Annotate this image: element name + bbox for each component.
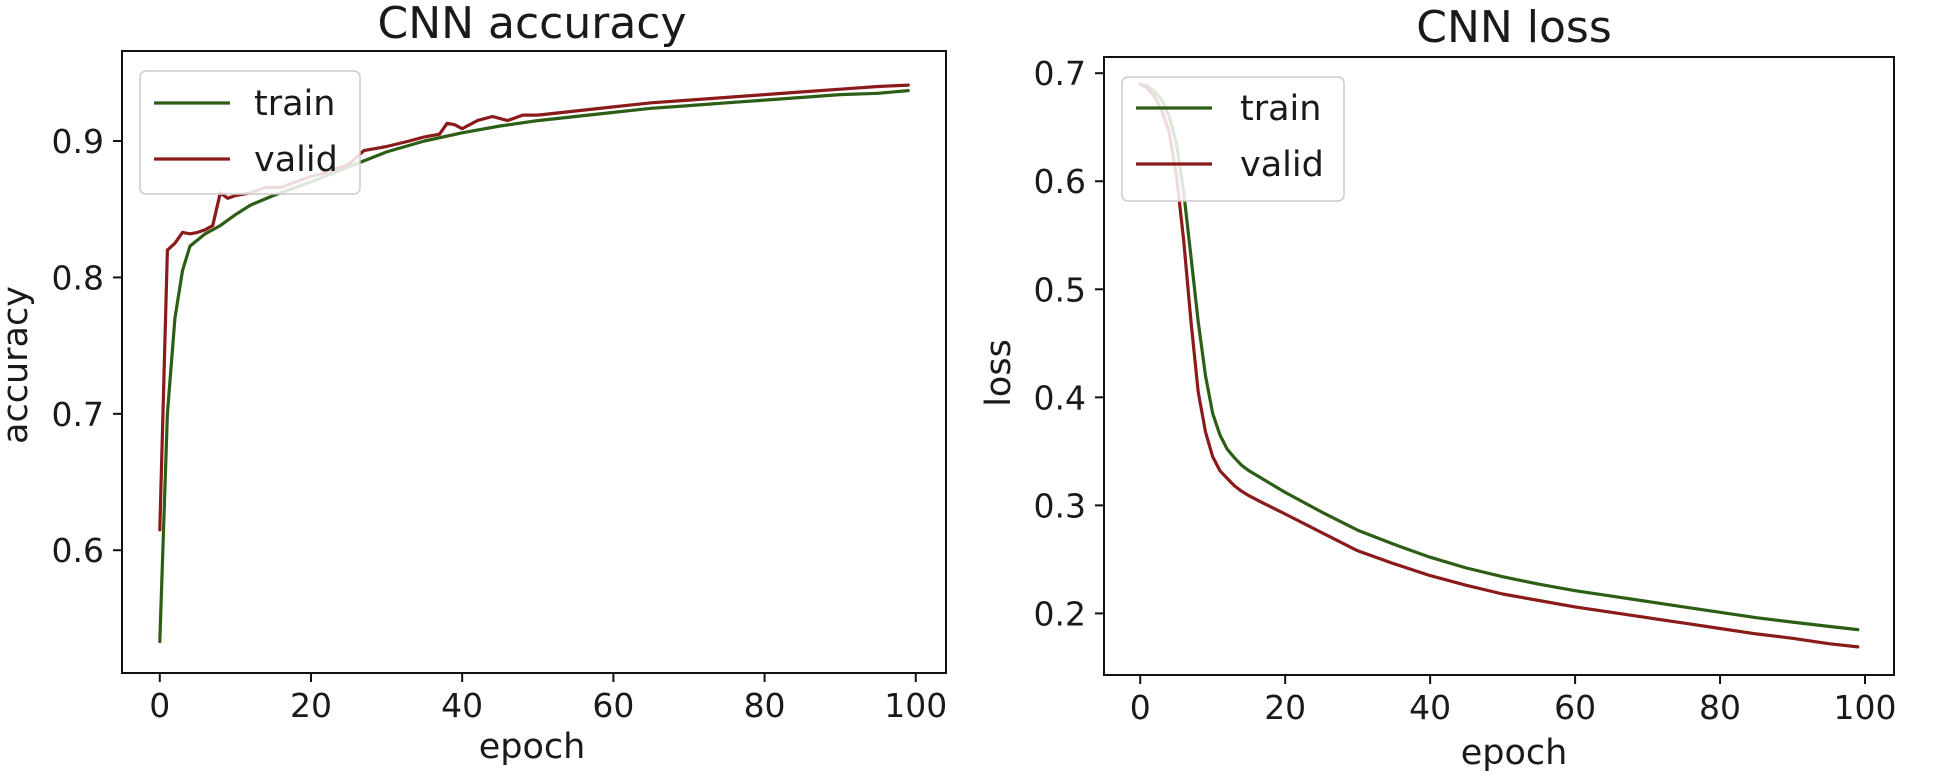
- y-tick-label: 0.6: [52, 531, 104, 570]
- legend-label-valid: valid: [1240, 145, 1324, 185]
- x-tick-label: 20: [290, 686, 332, 725]
- legend: train valid: [1121, 76, 1345, 202]
- accuracy-chart: CNN accuracy epoch accuracy 0 20 40 60 80 100…: [0, 0, 947, 767]
- chart-title: CNN loss: [1416, 2, 1612, 53]
- x-tick-label: 100: [1834, 688, 1897, 727]
- x-tick-label: 60: [1554, 688, 1596, 727]
- x-tick-label: 20: [1264, 688, 1306, 727]
- x-axis-label: epoch: [1461, 733, 1568, 773]
- legend-label-train: train: [1240, 89, 1321, 129]
- x-ticks: 0 20 40 60 80 100: [149, 673, 947, 725]
- x-tick-label: 0: [1130, 688, 1151, 727]
- y-ticks: 0.6 0.7 0.8 0.9: [52, 122, 122, 570]
- legend-label-train: train: [254, 84, 335, 124]
- x-tick-label: 40: [1409, 688, 1451, 727]
- plot-frame: [1103, 56, 1895, 676]
- y-tick-label: 0.4: [1034, 378, 1086, 417]
- legend: train valid: [139, 70, 361, 195]
- y-ticks: 0.2 0.3 0.4 0.5 0.6 0.7: [1034, 54, 1104, 633]
- x-axis-label: epoch: [479, 727, 586, 767]
- series-line-valid: [158, 83, 910, 532]
- x-tick-label: 100: [884, 686, 947, 725]
- series-line-valid: [1138, 82, 1860, 649]
- chart-title: CNN accuracy: [377, 0, 686, 49]
- x-tick-label: 0: [149, 686, 170, 725]
- y-tick-label: 0.5: [1034, 270, 1086, 309]
- series-line-train: [158, 88, 910, 644]
- series-lines: [158, 83, 910, 644]
- legend-label-valid: valid: [254, 140, 338, 180]
- y-tick-label: 0.9: [52, 122, 104, 161]
- x-tick-label: 60: [592, 686, 634, 725]
- x-tick-label: 40: [441, 686, 483, 725]
- y-tick-label: 0.7: [1034, 54, 1086, 93]
- y-tick-label: 0.3: [1034, 486, 1086, 525]
- x-tick-label: 80: [744, 686, 786, 725]
- x-ticks: 0 20 40 60 80 100: [1130, 675, 1897, 727]
- y-tick-label: 0.2: [1034, 594, 1086, 633]
- y-tick-label: 0.8: [52, 258, 104, 297]
- y-axis-label: accuracy: [0, 286, 36, 444]
- y-tick-label: 0.7: [52, 395, 104, 434]
- loss-chart: CNN loss epoch loss 0 20 40 60 80 100 0.20.30…: [979, 2, 1897, 773]
- y-axis-label: loss: [979, 339, 1019, 407]
- x-tick-label: 80: [1699, 688, 1741, 727]
- plot-frame: [121, 50, 947, 674]
- y-tick-label: 0.6: [1034, 162, 1086, 201]
